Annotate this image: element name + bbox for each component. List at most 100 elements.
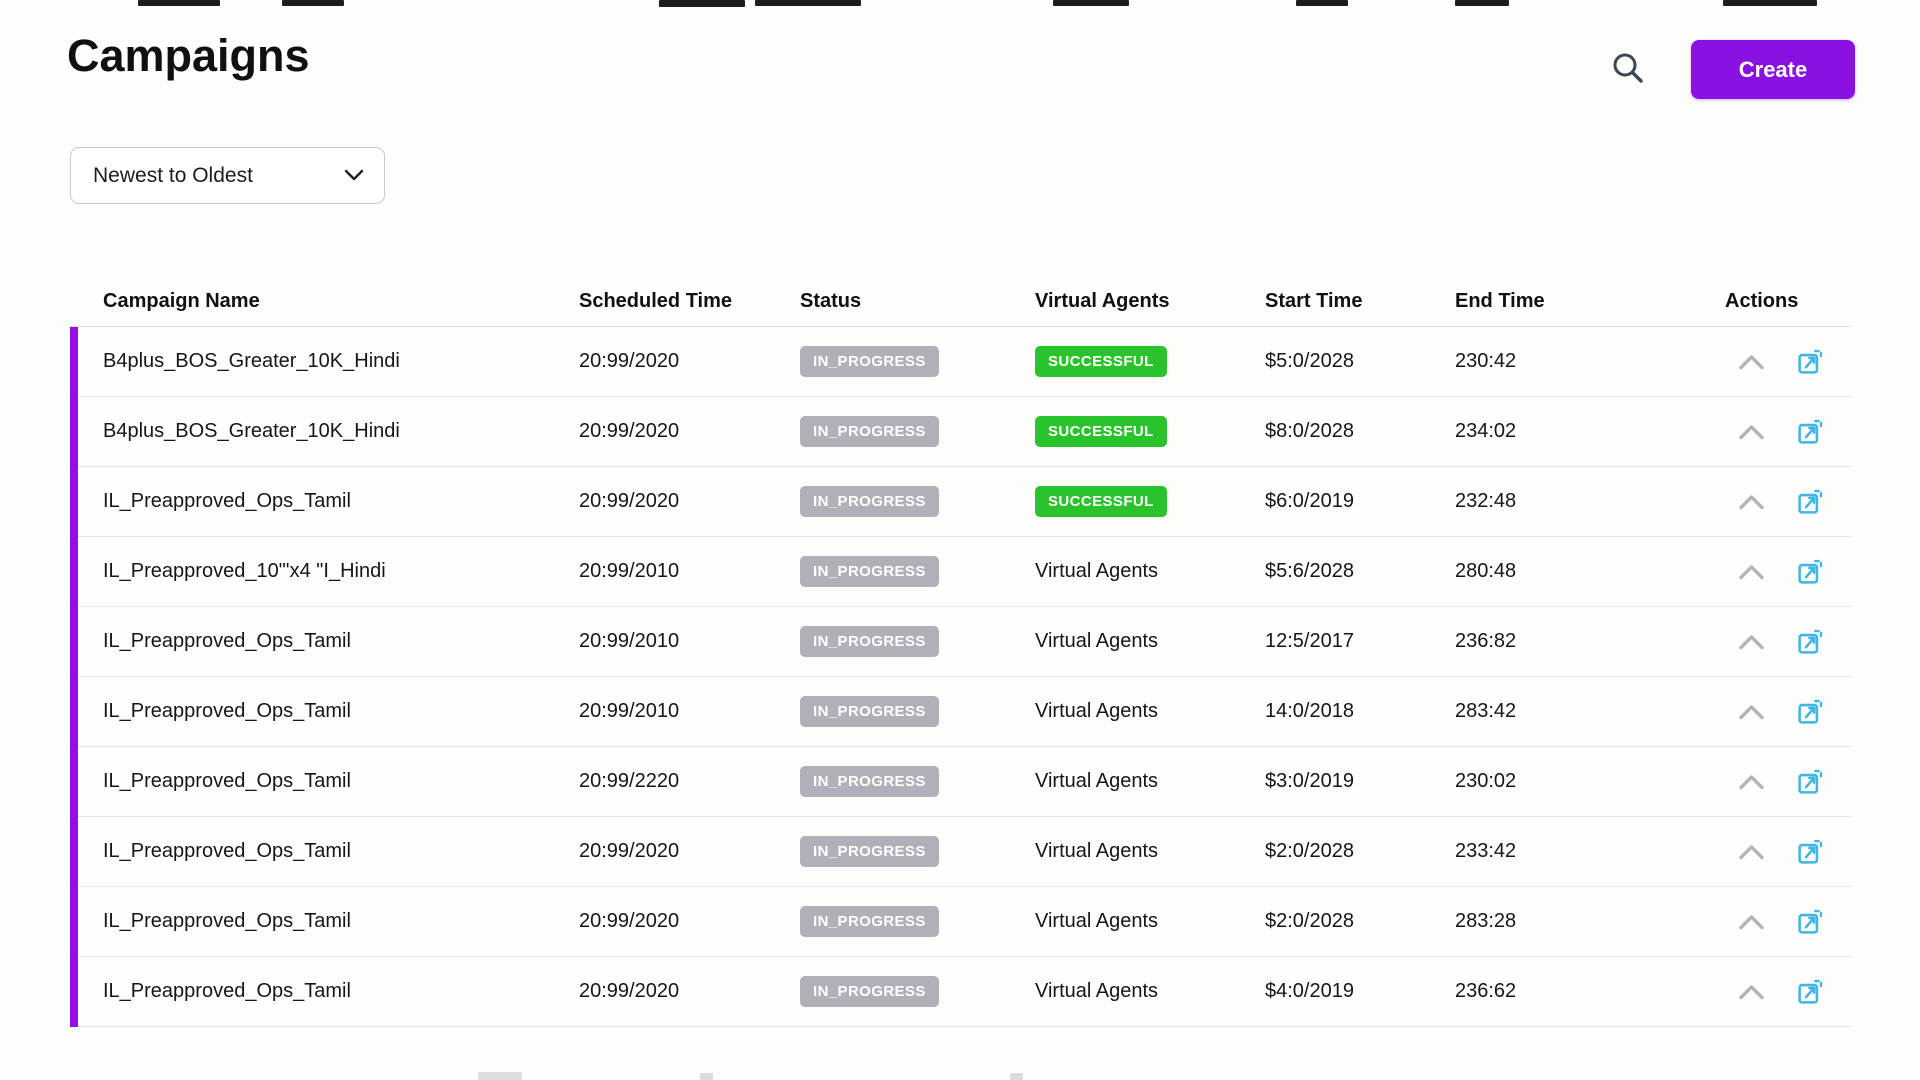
virtual-agents-cell: Virtual Agents (1035, 560, 1159, 582)
status-badge: IN_PROGRESS (800, 906, 939, 937)
open-campaign-button[interactable] (1795, 557, 1825, 587)
open-campaign-button[interactable] (1795, 977, 1825, 1007)
open-in-new-icon (1795, 417, 1825, 447)
start-time-cell: $5:0/2028 (1265, 350, 1354, 372)
status-cell: IN_PROGRESS (800, 766, 1035, 797)
scheduled-time-cell: 20:99/2020 (579, 350, 680, 372)
virtual-agents-cell: Virtual Agents (1035, 700, 1159, 722)
page-title: Campaigns (67, 30, 310, 81)
actions-cell (1713, 417, 1852, 447)
status-badge: IN_PROGRESS (800, 766, 939, 797)
start-time-cell: $2:0/2028 (1265, 910, 1354, 932)
open-campaign-button[interactable] (1795, 907, 1825, 937)
start-time-cell: $5:6/2028 (1265, 560, 1354, 582)
top-edge-artifact (1455, 0, 1509, 6)
campaign-name-cell: IL_Preapproved_10"'x4 "I_Hindi (103, 560, 386, 582)
table-row[interactable]: IL_Preapproved_Ops_Tamil 20:99/2010 IN_P… (70, 607, 1852, 677)
start-time-cell: $8:0/2028 (1265, 420, 1354, 442)
table-row[interactable]: IL_Preapproved_Ops_Tamil 20:99/2220 IN_P… (70, 747, 1852, 817)
collapse-row-button[interactable] (1738, 354, 1765, 370)
scheduled-time-cell: 20:99/2020 (579, 420, 680, 442)
scheduled-time-cell: 20:99/2020 (579, 980, 680, 1002)
status-badge: IN_PROGRESS (800, 696, 939, 727)
campaign-name-cell: IL_Preapproved_Ops_Tamil (103, 840, 351, 862)
table-row[interactable]: IL_Preapproved_Ops_Tamil 20:99/2020 IN_P… (70, 467, 1852, 537)
campaign-name-cell: IL_Preapproved_Ops_Tamil (103, 910, 351, 932)
actions-cell (1713, 347, 1852, 377)
open-campaign-button[interactable] (1795, 767, 1825, 797)
create-button[interactable]: Create (1691, 40, 1855, 99)
status-cell: IN_PROGRESS (800, 696, 1035, 727)
open-in-new-icon (1795, 347, 1825, 377)
collapse-row-button[interactable] (1738, 424, 1765, 440)
table-body: B4plus_BOS_Greater_10K_Hindi 20:99/2020 … (70, 327, 1852, 1027)
collapse-row-button[interactable] (1738, 704, 1765, 720)
start-time-cell: $3:0/2019 (1265, 770, 1354, 792)
status-cell: IN_PROGRESS (800, 556, 1035, 587)
campaign-name-cell: IL_Preapproved_Ops_Tamil (103, 630, 351, 652)
campaign-name-cell: IL_Preapproved_Ops_Tamil (103, 980, 351, 1002)
table-row[interactable]: IL_Preapproved_Ops_Tamil 20:99/2010 IN_P… (70, 677, 1852, 747)
table-row[interactable]: IL_Preapproved_Ops_Tamil 20:99/2020 IN_P… (70, 817, 1852, 887)
status-cell: IN_PROGRESS (800, 416, 1035, 447)
open-in-new-icon (1795, 977, 1825, 1007)
end-time-cell: 234:02 (1455, 420, 1517, 442)
collapse-row-button[interactable] (1738, 634, 1765, 650)
scheduled-time-cell: 20:99/2010 (579, 700, 680, 722)
column-header-end-time: End Time (1455, 290, 1545, 312)
collapse-row-button[interactable] (1738, 984, 1765, 1000)
scheduled-time-cell: 20:99/2010 (579, 630, 680, 652)
chevron-up-icon (1738, 564, 1765, 580)
virtual-agents-cell: Virtual Agents (1035, 910, 1159, 932)
column-header-campaign-name: Campaign Name (103, 290, 260, 312)
end-time-cell: 280:48 (1455, 560, 1517, 582)
table-header: Campaign Name Scheduled Time Status Virt… (70, 277, 1852, 327)
virtual-agents-cell: SUCCESSFUL (1035, 346, 1265, 377)
actions-cell (1713, 907, 1852, 937)
open-in-new-icon (1795, 557, 1825, 587)
chevron-up-icon (1738, 914, 1765, 930)
actions-cell (1713, 837, 1852, 867)
open-campaign-button[interactable] (1795, 837, 1825, 867)
virtual-agents-status-badge: SUCCESSFUL (1035, 346, 1167, 377)
table-row[interactable]: B4plus_BOS_Greater_10K_Hindi 20:99/2020 … (70, 397, 1852, 467)
top-edge-artifact (659, 0, 745, 7)
chevron-up-icon (1738, 634, 1765, 650)
top-edge-artifact (282, 0, 344, 6)
virtual-agents-cell: Virtual Agents (1035, 840, 1159, 862)
table-row[interactable]: IL_Preapproved_10"'x4 "I_Hindi 20:99/201… (70, 537, 1852, 607)
open-campaign-button[interactable] (1795, 417, 1825, 447)
virtual-agents-status-badge: SUCCESSFUL (1035, 486, 1167, 517)
status-badge: IN_PROGRESS (800, 346, 939, 377)
status-cell: IN_PROGRESS (800, 486, 1035, 517)
open-in-new-icon (1795, 837, 1825, 867)
open-campaign-button[interactable] (1795, 627, 1825, 657)
status-cell: IN_PROGRESS (800, 836, 1035, 867)
end-time-cell: 230:42 (1455, 350, 1517, 372)
virtual-agents-status-badge: SUCCESSFUL (1035, 416, 1167, 447)
virtual-agents-cell: Virtual Agents (1035, 980, 1159, 1002)
open-campaign-button[interactable] (1795, 487, 1825, 517)
collapse-row-button[interactable] (1738, 564, 1765, 580)
end-time-cell: 283:28 (1455, 910, 1517, 932)
collapse-row-button[interactable] (1738, 844, 1765, 860)
scheduled-time-cell: 20:99/2020 (579, 490, 680, 512)
collapse-row-button[interactable] (1738, 494, 1765, 510)
table-row[interactable]: IL_Preapproved_Ops_Tamil 20:99/2020 IN_P… (70, 887, 1852, 957)
collapse-row-button[interactable] (1738, 774, 1765, 790)
open-campaign-button[interactable] (1795, 347, 1825, 377)
table-row[interactable]: B4plus_BOS_Greater_10K_Hindi 20:99/2020 … (70, 327, 1852, 397)
status-cell: IN_PROGRESS (800, 346, 1035, 377)
virtual-agents-cell: SUCCESSFUL (1035, 416, 1265, 447)
chevron-down-icon (344, 169, 364, 182)
open-campaign-button[interactable] (1795, 697, 1825, 727)
end-time-cell: 230:02 (1455, 770, 1517, 792)
search-button[interactable] (1605, 47, 1651, 93)
sort-dropdown[interactable]: Newest to Oldest (70, 147, 385, 204)
bottom-edge-artifact (1010, 1073, 1023, 1080)
table-row[interactable]: IL_Preapproved_Ops_Tamil 20:99/2020 IN_P… (70, 957, 1852, 1027)
top-edge-artifact (1296, 0, 1348, 6)
collapse-row-button[interactable] (1738, 914, 1765, 930)
campaign-name-cell: IL_Preapproved_Ops_Tamil (103, 770, 351, 792)
end-time-cell: 236:62 (1455, 980, 1517, 1002)
